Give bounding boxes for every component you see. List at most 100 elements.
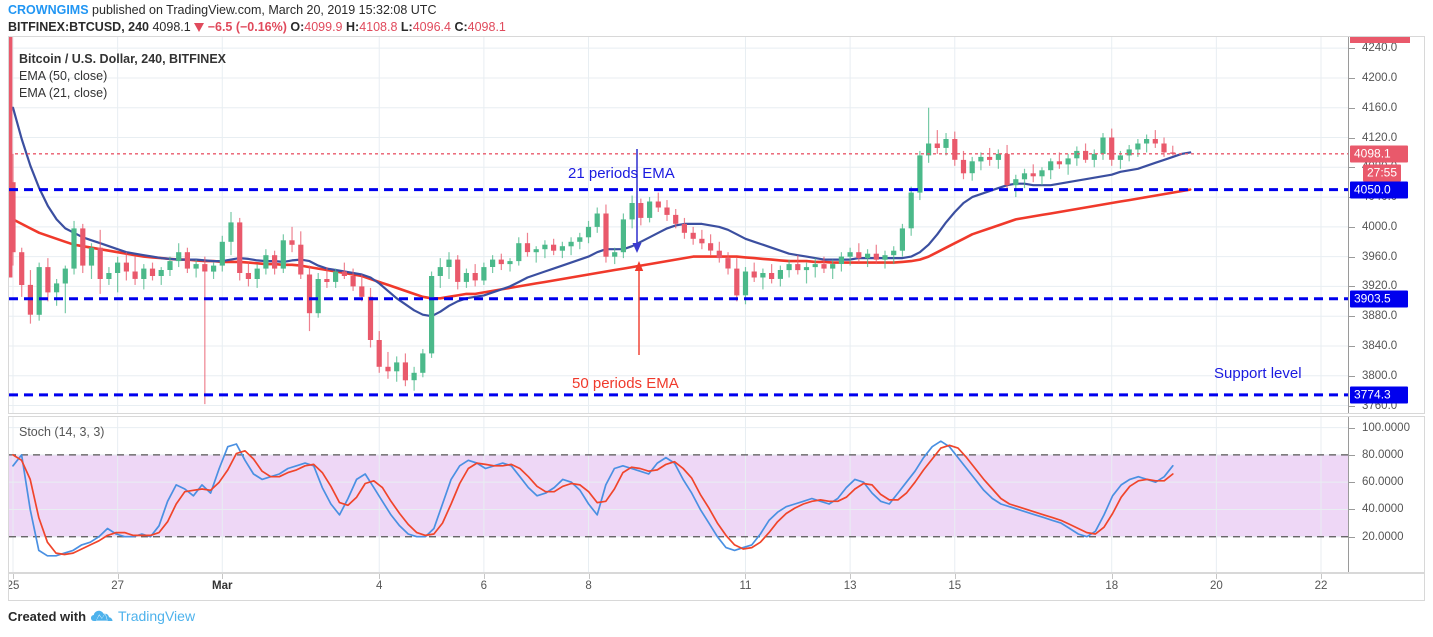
stoch-tick-mark bbox=[1349, 427, 1355, 429]
price-tick-label: 4000.0 bbox=[1362, 220, 1398, 233]
price-tick-mark bbox=[1349, 316, 1355, 318]
stochastic-legend: Stoch (14, 3, 3) bbox=[19, 425, 105, 439]
time-tick-mark bbox=[1216, 574, 1218, 579]
price-tick-label: 3960.0 bbox=[1362, 250, 1398, 263]
stochastic-canvas bbox=[9, 417, 1349, 572]
stoch-tick-label: 20.0000 bbox=[1362, 530, 1404, 543]
price-tick-label: 3880.0 bbox=[1362, 310, 1398, 323]
time-tick-label: 13 bbox=[843, 580, 857, 592]
price-tick-mark bbox=[1349, 48, 1355, 50]
stoch-tick-mark bbox=[1349, 454, 1355, 456]
low-label: L: bbox=[400, 20, 413, 34]
price-pane: Bitcoin / U.S. Dollar, 240, BITFINEX EMA… bbox=[8, 36, 1425, 414]
time-tick-mark bbox=[483, 574, 485, 579]
time-tick-label: 11 bbox=[739, 580, 752, 592]
annotation-support-level: Support level bbox=[1214, 365, 1302, 382]
footer-created-with: Created with bbox=[8, 608, 87, 624]
symbol-label[interactable]: BITFINEX:BTCUSD, 240 bbox=[8, 20, 149, 34]
support-price-badge[interactable]: 3774.3 bbox=[1350, 386, 1408, 404]
last-price-badge[interactable]: 4098.1 bbox=[1350, 145, 1408, 163]
price-tick-mark bbox=[1349, 286, 1355, 288]
time-tick-mark bbox=[222, 574, 224, 579]
price-axis-top-marker bbox=[1350, 37, 1410, 43]
publish-line: CROWNGIMS published on TradingView.com, … bbox=[8, 3, 436, 17]
price-axis[interactable]: 4240.04200.04160.04120.04080.04040.04000… bbox=[1348, 37, 1424, 413]
footer-brand: TradingView bbox=[118, 608, 196, 624]
legend-symbol: Bitcoin / U.S. Dollar, 240, BITFINEX bbox=[19, 52, 226, 66]
quote-line: BITFINEX:BTCUSD, 240 4098.1 −6.5 (−0.16%… bbox=[8, 20, 506, 34]
price-change: −6.5 (−0.16%) bbox=[207, 20, 287, 34]
high-label: H: bbox=[346, 20, 360, 34]
chart-header: CROWNGIMS published on TradingView.com, … bbox=[0, 0, 1433, 34]
price-tick-mark bbox=[1349, 137, 1355, 139]
stochastic-plot-area[interactable]: Stoch (14, 3, 3) bbox=[9, 417, 1349, 572]
high-value: 4108.8 bbox=[359, 20, 398, 34]
price-legend: Bitcoin / U.S. Dollar, 240, BITFINEX EMA… bbox=[19, 51, 226, 102]
stoch-tick-label: 60.0000 bbox=[1362, 476, 1404, 489]
time-tick-label: 25 bbox=[9, 580, 20, 592]
time-tick-mark bbox=[13, 574, 14, 579]
price-tick-label: 3920.0 bbox=[1362, 280, 1398, 293]
price-tick-label: 3800.0 bbox=[1362, 369, 1398, 382]
publish-text: published on TradingView.com, March 20, … bbox=[92, 3, 437, 17]
stoch-tick-label: 40.0000 bbox=[1362, 503, 1404, 516]
time-tick-label: 15 bbox=[948, 580, 962, 592]
stoch-tick-label: 80.0000 bbox=[1362, 448, 1404, 461]
time-tick-mark bbox=[1111, 574, 1113, 579]
author-name: CROWNGIMS bbox=[8, 3, 89, 17]
time-tick-mark bbox=[1321, 574, 1322, 579]
price-tick-label: 4200.0 bbox=[1362, 71, 1398, 84]
time-tick-mark bbox=[117, 574, 119, 579]
time-tick-label: 22 bbox=[1314, 580, 1328, 592]
price-canvas bbox=[9, 37, 1349, 413]
last-price: 4098.1 bbox=[152, 20, 191, 34]
time-tick-label: 18 bbox=[1105, 580, 1119, 592]
support-price-badge[interactable]: 3903.5 bbox=[1350, 290, 1408, 308]
price-tick-mark bbox=[1349, 375, 1355, 377]
stoch-tick-mark bbox=[1349, 509, 1355, 511]
open-value: 4099.9 bbox=[304, 20, 343, 34]
price-tick-mark bbox=[1349, 107, 1355, 109]
arrow-down-icon bbox=[194, 23, 205, 32]
stochastic-pane: Stoch (14, 3, 3) 100.0000 80.0000 60.0000 4… bbox=[8, 416, 1425, 573]
annotation-21-ema: 21 periods EMA bbox=[568, 165, 675, 182]
legend-ema21: EMA (21, close) bbox=[19, 86, 108, 100]
price-tick-label: 4120.0 bbox=[1362, 131, 1398, 144]
stoch-tick-label: 100.0000 bbox=[1362, 421, 1410, 434]
time-tick-mark bbox=[588, 574, 590, 579]
price-plot-area[interactable]: Bitcoin / U.S. Dollar, 240, BITFINEX EMA… bbox=[9, 37, 1349, 413]
time-tick-label: 27 bbox=[111, 580, 125, 592]
price-tick-label: 4160.0 bbox=[1362, 101, 1398, 114]
price-tick-mark bbox=[1349, 77, 1355, 79]
support-price-badge[interactable]: 4050.0 bbox=[1350, 181, 1408, 199]
close-value: 4098.1 bbox=[467, 20, 506, 34]
time-tick-label: 8 bbox=[585, 580, 592, 592]
stoch-tick-mark bbox=[1349, 482, 1355, 484]
time-tick-mark bbox=[850, 574, 852, 579]
low-value: 4096.4 bbox=[412, 20, 451, 34]
price-tick-mark bbox=[1349, 226, 1355, 228]
time-tick-label: 6 bbox=[480, 580, 488, 592]
tradingview-logo-icon bbox=[91, 610, 113, 621]
price-tick-mark bbox=[1349, 167, 1355, 169]
time-tick-label: 4 bbox=[376, 580, 383, 592]
legend-ema50: EMA (50, close) bbox=[19, 69, 108, 83]
time-tick-label: Mar bbox=[212, 580, 233, 592]
stochastic-axis[interactable]: 100.0000 80.0000 60.0000 40.0000 20.0000 bbox=[1348, 417, 1424, 572]
countdown-badge[interactable]: 27:55 bbox=[1363, 164, 1402, 182]
price-tick-mark bbox=[1349, 256, 1355, 258]
price-tick-label: 3840.0 bbox=[1362, 339, 1398, 352]
annotation-50-ema: 50 periods EMA bbox=[572, 375, 679, 392]
footer: Created with TradingView bbox=[8, 608, 195, 624]
time-axis[interactable]: 2527Mar46811131518202225 bbox=[8, 573, 1425, 601]
time-tick-mark bbox=[954, 574, 956, 579]
price-tick-label: 4240.0 bbox=[1362, 42, 1398, 55]
time-tick-label: 20 bbox=[1209, 580, 1223, 592]
price-tick-mark bbox=[1349, 345, 1355, 347]
close-label: C: bbox=[454, 20, 468, 34]
time-tick-mark bbox=[379, 574, 381, 579]
stoch-tick-mark bbox=[1349, 536, 1355, 538]
time-tick-mark bbox=[745, 574, 747, 579]
price-tick-mark bbox=[1349, 405, 1355, 407]
